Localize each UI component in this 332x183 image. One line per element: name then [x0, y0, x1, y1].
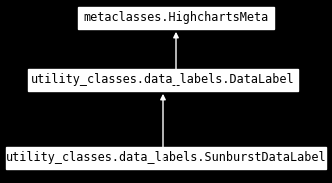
- Text: metaclasses.HighchartsMeta: metaclasses.HighchartsMeta: [83, 12, 269, 25]
- FancyBboxPatch shape: [78, 7, 274, 29]
- Text: utility_classes.data_labels.DataLabel: utility_classes.data_labels.DataLabel: [31, 74, 295, 87]
- Text: utility_classes.data_labels.SunburstDataLabel: utility_classes.data_labels.SunburstData…: [6, 152, 326, 165]
- FancyBboxPatch shape: [28, 69, 298, 91]
- FancyBboxPatch shape: [6, 147, 326, 169]
